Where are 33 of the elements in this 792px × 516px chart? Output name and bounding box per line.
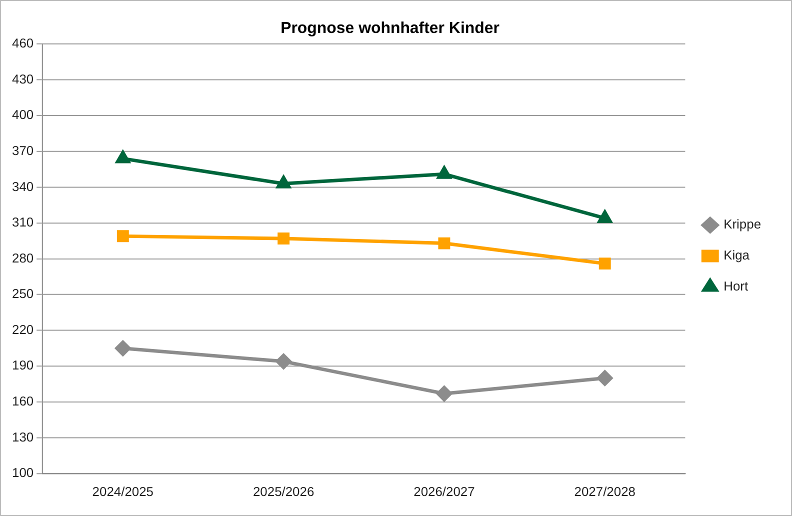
point xyxy=(598,258,611,270)
point xyxy=(597,370,613,386)
x-tick-label: 2027/2028 xyxy=(574,484,636,499)
legend-label: Hort xyxy=(724,278,748,294)
point xyxy=(438,237,450,250)
point xyxy=(116,230,129,242)
y-tick-label: 160 xyxy=(12,394,34,409)
legend-label: Krippe xyxy=(724,216,762,232)
chart-title: Prognose wohnhafter Kinder xyxy=(280,20,500,37)
legend-label: Kiga xyxy=(724,248,750,263)
point xyxy=(278,232,290,244)
y-tick-label: 220 xyxy=(12,322,34,337)
point xyxy=(436,386,452,402)
y-tick-label: 460 xyxy=(12,36,34,51)
point xyxy=(598,210,612,223)
y-tick-label: 190 xyxy=(12,358,34,373)
y-tick-label: 400 xyxy=(12,107,34,122)
x-tick-label: 2025/2026 xyxy=(252,484,314,499)
y-tick-label: 130 xyxy=(12,429,34,444)
y-tick-label: 310 xyxy=(12,214,34,230)
point xyxy=(276,354,292,370)
point xyxy=(276,176,290,188)
point xyxy=(116,150,130,164)
y-tick-label: 430 xyxy=(12,71,34,86)
point xyxy=(115,340,131,356)
y-tick-label: 100 xyxy=(12,465,34,480)
x-tick-label: 2026/2027 xyxy=(414,484,475,499)
y-tick-label: 250 xyxy=(12,286,34,302)
y-tick-label: 280 xyxy=(12,250,34,266)
x-tick-label: 2024/2025 xyxy=(92,484,154,499)
y-tick-label: 340 xyxy=(12,178,34,194)
y-tick-label: 370 xyxy=(12,142,34,158)
point xyxy=(437,166,452,179)
